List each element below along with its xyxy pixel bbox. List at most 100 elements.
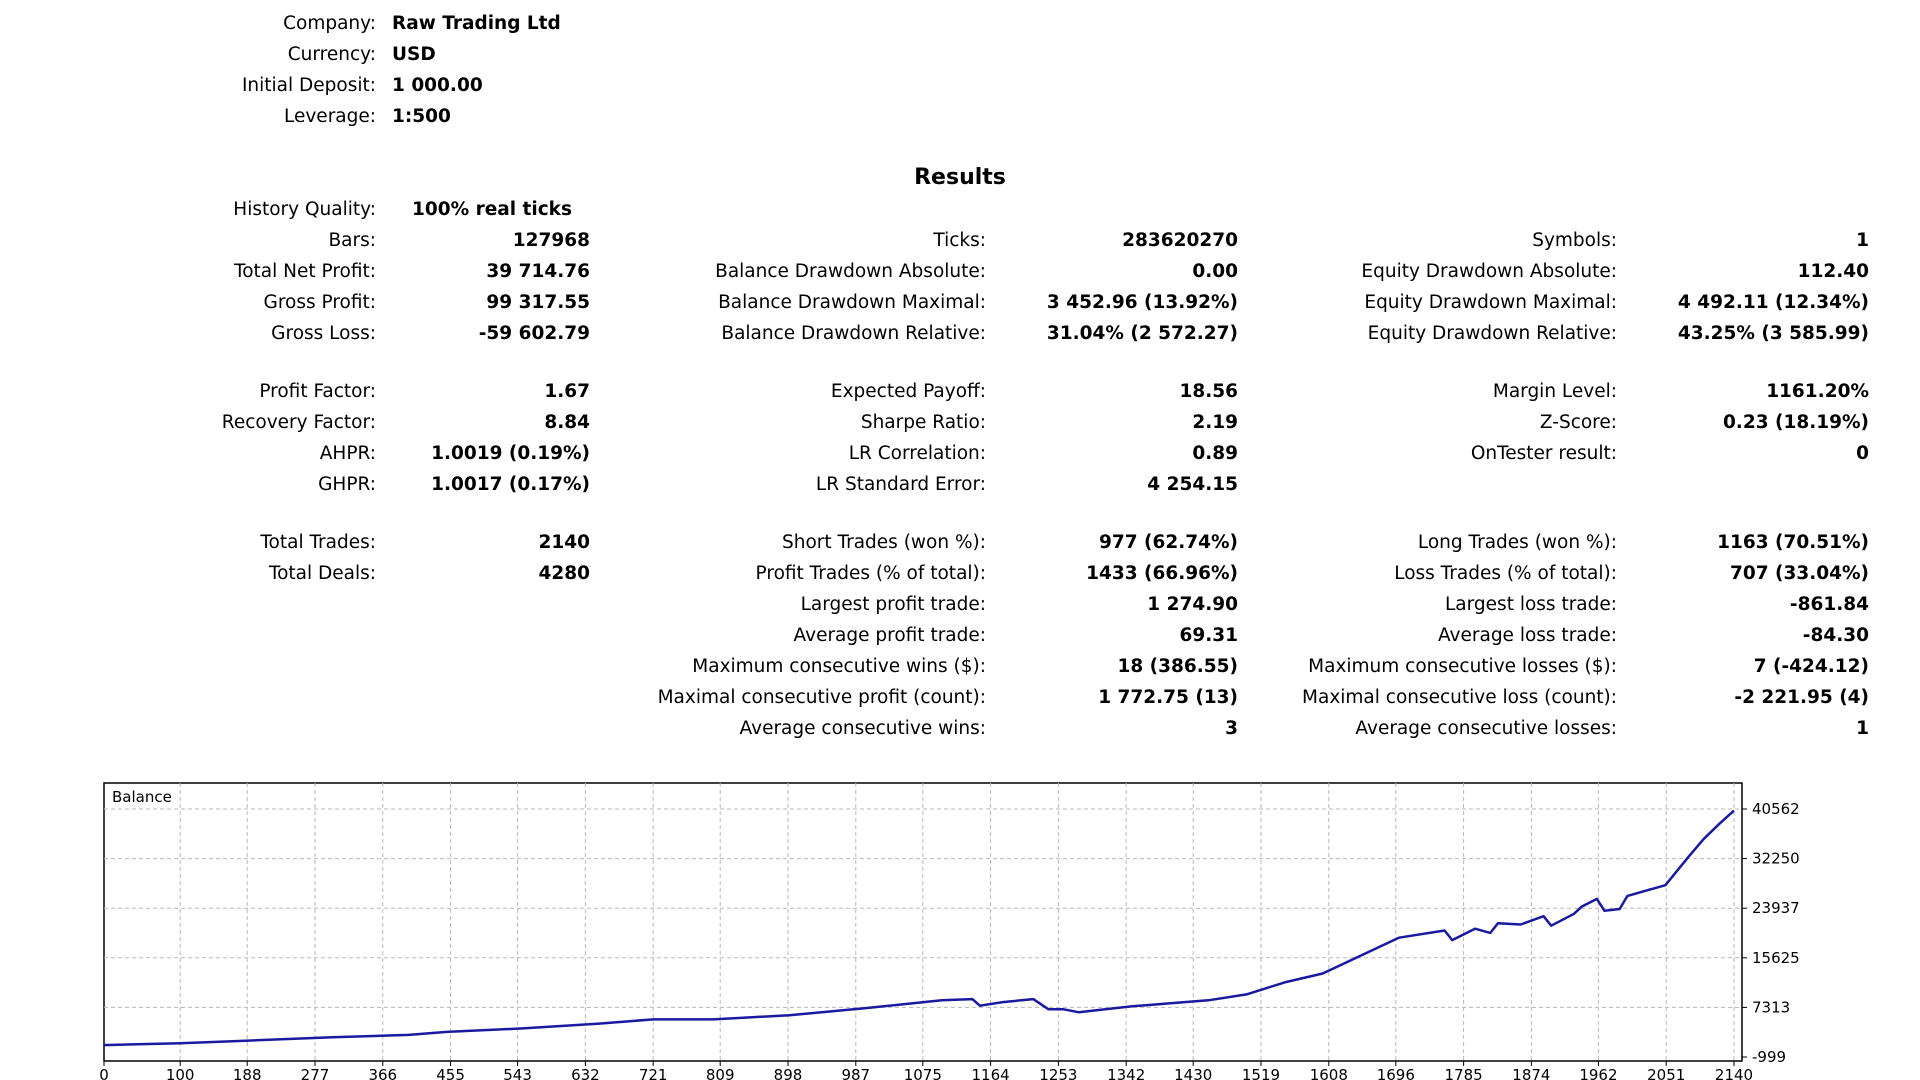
stat-value: 2.19 (1192, 412, 1238, 433)
stat-label: Gross Loss: (271, 323, 376, 344)
stat-label: Balance Drawdown Absolute: (715, 261, 986, 282)
stat-value: -84.30 (1802, 625, 1869, 646)
chart-title: Balance (112, 788, 172, 806)
x-tick-label: 1962 (1579, 1066, 1617, 1080)
stat-value: 31.04% (2 572.27) (1046, 323, 1238, 344)
stat-label: Largest profit trade: (800, 594, 986, 615)
stat-value: 0.89 (1192, 443, 1238, 464)
stat-value: 4 492.11 (12.34%) (1677, 292, 1869, 313)
y-tick-label: -999 (1752, 1048, 1786, 1066)
x-tick-label: 1608 (1310, 1066, 1348, 1080)
header-label: Currency: (287, 44, 376, 65)
y-axis-ticks: 40562 32250 23937 15625 7313 -999 (1742, 800, 1800, 1066)
stat-label: Long Trades (won %): (1417, 532, 1617, 553)
x-tick-label: 277 (301, 1066, 330, 1080)
stat-value: 18 (386.55) (1117, 656, 1239, 677)
stat-value: 7 (-424.12) (1753, 656, 1869, 677)
stat-label: Largest loss trade: (1445, 594, 1617, 615)
x-tick-label: 1430 (1174, 1066, 1212, 1080)
x-tick-label: 2140 (1715, 1066, 1753, 1080)
y-tick-label: 23937 (1752, 899, 1800, 917)
balance-series-group (103, 809, 1735, 1047)
stat-label: Average consecutive losses: (1355, 718, 1617, 739)
stat-label: Maximal consecutive profit (count): (657, 687, 986, 708)
stat-label: Gross Profit: (263, 292, 377, 313)
header-value: Raw Trading Ltd (392, 13, 561, 34)
x-tick-label: 721 (639, 1066, 668, 1080)
y-tick-label: 15625 (1752, 949, 1800, 967)
stat-value: 1 274.90 (1147, 594, 1238, 615)
x-tick-label: 188 (233, 1066, 262, 1080)
stat-label: Average loss trade: (1437, 625, 1617, 646)
x-tick-label: 1519 (1242, 1066, 1280, 1080)
stat-value: -861.84 (1789, 594, 1869, 615)
x-tick-label: 1075 (904, 1066, 942, 1080)
x-tick-label: 100 (166, 1066, 195, 1080)
x-tick-label: 1874 (1512, 1066, 1550, 1080)
stat-value: 4280 (538, 563, 591, 584)
history-quality-label: History Quality: (233, 199, 376, 220)
stat-label: Maximum consecutive losses ($): (1308, 656, 1617, 677)
stat-label: Symbols: (1532, 230, 1617, 251)
stat-label: Recovery Factor: (221, 412, 376, 433)
stat-label: Equity Drawdown Absolute: (1361, 261, 1617, 282)
x-tick-label: 1253 (1039, 1066, 1077, 1080)
stat-value: 1.0019 (0.19%) (431, 443, 590, 464)
x-tick-label: 455 (436, 1066, 465, 1080)
x-tick-label: 1164 (972, 1066, 1010, 1080)
header-value: USD (392, 44, 436, 65)
stat-label: Bars: (328, 230, 376, 251)
y-tick-label: 40562 (1752, 800, 1800, 818)
stat-value: 2140 (538, 532, 591, 553)
balance-line (103, 809, 1735, 1047)
stat-value: 1163 (70.51%) (1717, 532, 1869, 553)
history-quality-value: 100% real ticks (412, 199, 572, 220)
stat-label: LR Standard Error: (815, 474, 986, 495)
stat-value: 8.84 (544, 412, 590, 433)
stat-label: Ticks: (933, 230, 986, 251)
stat-label: Loss Trades (% of total): (1394, 563, 1617, 584)
stat-value: 1.67 (544, 381, 590, 402)
stat-label: Total Net Profit: (234, 261, 376, 282)
stat-value: 3 (1225, 718, 1238, 739)
stat-label: Equity Drawdown Relative: (1367, 323, 1617, 344)
stat-value: 0.23 (18.19%) (1722, 412, 1869, 433)
stat-value: -2 221.95 (4) (1734, 687, 1869, 708)
stat-value: 1.0017 (0.17%) (431, 474, 590, 495)
x-tick-label: 2051 (1647, 1066, 1685, 1080)
stat-label: Average consecutive wins: (739, 718, 986, 739)
stat-label: Expected Payoff: (830, 381, 986, 402)
y-tick-label: 7313 (1752, 998, 1790, 1016)
stat-value: 99 317.55 (486, 292, 590, 313)
x-tick-label: 543 (503, 1066, 532, 1080)
stat-value: -59 602.79 (478, 323, 590, 344)
stat-value: 1161.20% (1766, 381, 1869, 402)
plot-frame (103, 782, 1743, 1062)
x-tick-label: 632 (571, 1066, 600, 1080)
stat-value: 1433 (66.96%) (1086, 563, 1238, 584)
x-tick-label: 898 (774, 1066, 803, 1080)
stat-value: 283620270 (1122, 230, 1238, 251)
stat-label: Margin Level: (1492, 381, 1617, 402)
header-value: 1 000.00 (392, 75, 483, 96)
header-label: Leverage: (284, 106, 376, 127)
stat-label: GHPR: (318, 474, 376, 495)
stat-value: 39 714.76 (486, 261, 590, 282)
header-label: Company: (283, 13, 376, 34)
header-value: 1:500 (392, 106, 451, 127)
stat-value: 0 (1856, 443, 1869, 464)
stat-label: AHPR: (319, 443, 376, 464)
stat-value: 112.40 (1797, 261, 1869, 282)
stat-value: 977 (62.74%) (1098, 532, 1238, 553)
stat-label: Short Trades (won %): (782, 532, 986, 553)
stat-value: 1 (1856, 718, 1869, 739)
stat-label: Z-Score: (1539, 412, 1617, 433)
stat-label: Maximum consecutive wins ($): (692, 656, 986, 677)
stat-label: OnTester result: (1470, 443, 1617, 464)
stat-value: 707 (33.04%) (1729, 563, 1869, 584)
stat-value: 0.00 (1192, 261, 1238, 282)
stat-value: 4 254.15 (1147, 474, 1238, 495)
results-title: Results (914, 165, 1006, 190)
x-tick-label: 1696 (1377, 1066, 1415, 1080)
